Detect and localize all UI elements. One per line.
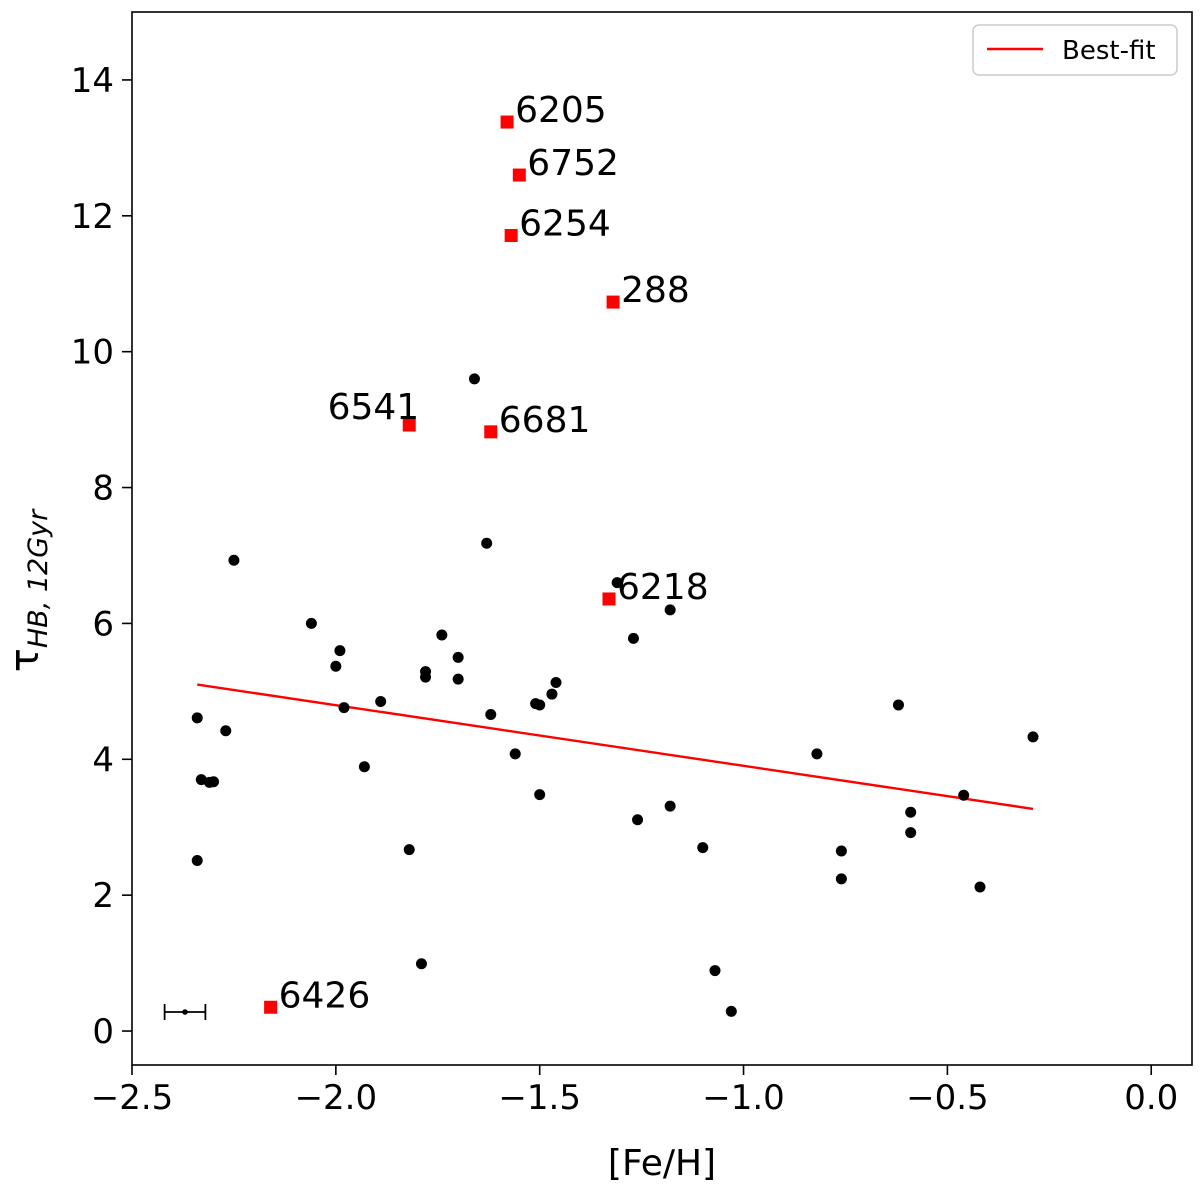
labelled-point-6541 (402, 418, 416, 432)
data-point (403, 844, 415, 856)
labelled-point-6426 (264, 1000, 278, 1014)
labelled-point-6205 (500, 115, 514, 129)
data-point (191, 712, 203, 724)
data-point (811, 748, 823, 760)
x-tick-label: 0.0 (1124, 1078, 1178, 1118)
x-tick-label: −0.5 (906, 1078, 989, 1118)
point-label-6205: 6205 (515, 90, 607, 131)
data-point (305, 617, 317, 629)
legend-box (972, 24, 1178, 76)
data-point (358, 761, 370, 773)
data-point (905, 806, 917, 818)
data-point (452, 673, 464, 685)
data-point (958, 789, 970, 801)
point-label-6426: 6426 (279, 975, 371, 1016)
x-tick-label: −1.0 (702, 1078, 785, 1118)
data-point (697, 842, 709, 854)
point-label-6752: 6752 (527, 143, 619, 184)
data-point (550, 677, 562, 689)
data-point (627, 632, 639, 644)
data-point (835, 845, 847, 857)
data-point (835, 873, 847, 885)
best-fit-line (197, 683, 1034, 811)
y-tick-label: 2 (92, 876, 114, 916)
x-axis-label: [Fe/H] (608, 1143, 716, 1184)
data-point (611, 577, 623, 589)
y-tick-label: 4 (92, 740, 114, 780)
data-point (546, 688, 558, 700)
x-tick-label: −2.5 (91, 1078, 174, 1118)
data-point (905, 827, 917, 839)
data-point (534, 699, 546, 711)
data-point (338, 702, 350, 714)
y-tick-label: 10 (71, 333, 114, 373)
legend: Best-fit (972, 24, 1178, 76)
data-point (191, 855, 203, 867)
data-point (632, 814, 644, 826)
y-tick-label: 12 (71, 197, 114, 237)
y-tick-label: 14 (71, 61, 114, 101)
data-point (664, 604, 676, 616)
y-tick-label: 6 (92, 604, 114, 644)
data-point (228, 554, 240, 566)
data-point (534, 789, 546, 801)
point-label-6218: 6218 (617, 567, 709, 608)
point-label-288: 288 (621, 270, 690, 311)
y-tick-label: 0 (92, 1012, 114, 1052)
data-point (725, 1005, 737, 1017)
point-label-6541: 6541 (328, 387, 420, 428)
axis-ticks: −2.5 −2.0 −1.5 −1.0 −0.5 0.0 0 2 4 6 8 10 12 14 (71, 61, 1179, 1118)
data-point (415, 958, 427, 970)
labelled-point-6752 (512, 168, 526, 182)
legend-label-best-fit: Best-fit (1062, 36, 1156, 66)
y-axis-label-symbol: τ (2, 648, 48, 672)
labelled-point-6218 (602, 592, 616, 606)
data-point (1027, 731, 1039, 743)
data-point (436, 629, 448, 641)
x-tick-label: −2.0 (295, 1078, 378, 1118)
data-point (452, 651, 464, 663)
data-point (481, 537, 493, 549)
labelled-point-288 (606, 295, 620, 309)
y-axis-label: τHB, 12Gyr (2, 508, 54, 672)
data-point (334, 645, 346, 657)
data-point (664, 800, 676, 812)
plot-frame (131, 11, 1193, 1066)
point-label-6254: 6254 (519, 204, 611, 245)
data-point (208, 776, 220, 788)
error-bar-point (182, 1009, 188, 1015)
data-points (191, 373, 1039, 1017)
x-tick-label: −1.5 (498, 1078, 581, 1118)
data-point (220, 725, 232, 737)
labelled-point-6681 (484, 425, 498, 439)
data-point (709, 965, 721, 977)
data-point (509, 748, 521, 760)
point-label-6681: 6681 (499, 400, 591, 441)
data-point (892, 699, 904, 711)
data-point (420, 671, 432, 683)
data-point (485, 708, 497, 720)
data-point (330, 660, 342, 672)
data-point (468, 373, 480, 385)
y-tick-label: 8 (92, 469, 114, 509)
y-axis-label-subscript: HB, 12Gyr (23, 508, 54, 648)
data-point (375, 696, 387, 708)
labelled-point-6254 (504, 229, 518, 243)
error-bar (163, 1004, 207, 1021)
data-point (974, 881, 986, 893)
